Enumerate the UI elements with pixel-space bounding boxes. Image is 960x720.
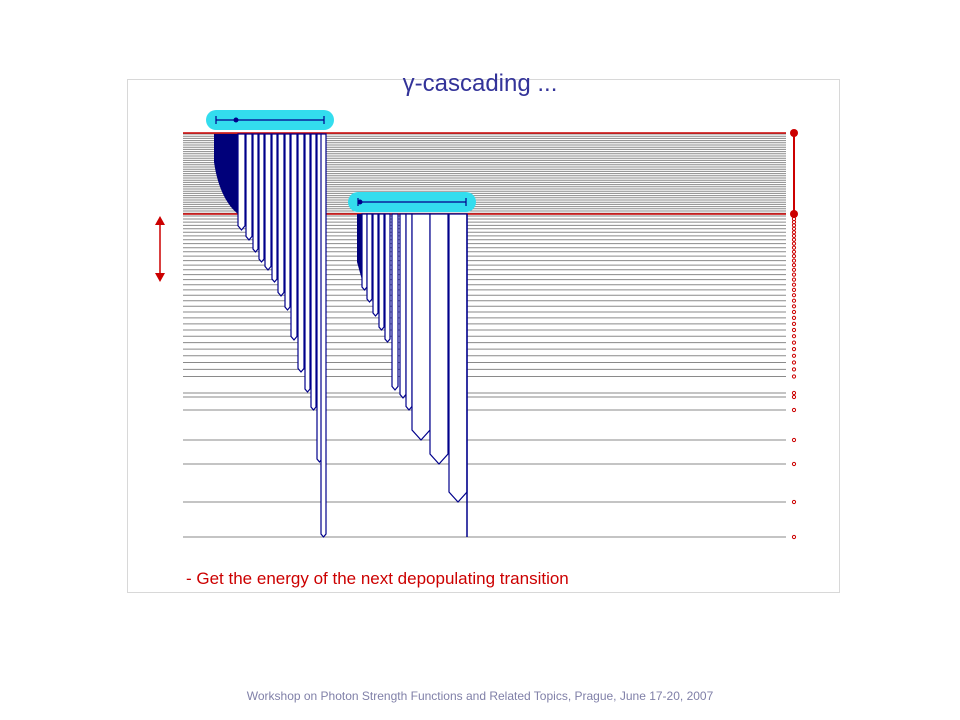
level-marker-icon bbox=[791, 304, 797, 309]
arrow-head-up-icon bbox=[155, 216, 165, 225]
level-marker-icon bbox=[791, 353, 797, 358]
energy-range-arrow-icon bbox=[155, 216, 165, 282]
level-marker-icon bbox=[791, 245, 797, 250]
gamma-transition bbox=[448, 213, 468, 503]
energy-bins bbox=[206, 110, 476, 212]
level-marker-icon bbox=[791, 315, 797, 320]
level-marker-icon bbox=[791, 390, 797, 396]
level-marker-icon bbox=[791, 340, 797, 345]
slide-title: γ-cascading ... bbox=[402, 70, 558, 97]
gamma-transition bbox=[429, 213, 449, 465]
level-marker-icon bbox=[791, 367, 797, 372]
level-marker-icon bbox=[791, 258, 797, 263]
level-marker-icon bbox=[791, 220, 797, 225]
gamma-transition bbox=[366, 213, 373, 303]
gamma-transition bbox=[245, 133, 253, 241]
level-marker-icon bbox=[791, 347, 797, 352]
level-marker-icon bbox=[791, 263, 797, 268]
gamma-transition bbox=[399, 213, 407, 399]
gamma-transition bbox=[378, 213, 385, 331]
level-markers bbox=[790, 129, 798, 540]
footer-text: Workshop on Photon Strength Functions an… bbox=[246, 689, 714, 703]
gamma-transition bbox=[391, 213, 399, 391]
level-marker-icon bbox=[791, 309, 797, 315]
gamma-transition bbox=[304, 133, 311, 393]
level-marker-icon bbox=[791, 407, 797, 413]
level-marker-icon bbox=[791, 437, 797, 443]
gamma-transition bbox=[271, 133, 278, 283]
arrow-head-down-icon bbox=[155, 273, 165, 282]
level-marker-icon bbox=[791, 272, 797, 277]
gamma-transition bbox=[361, 213, 368, 291]
level-marker-icon bbox=[791, 327, 797, 333]
gamma-transition bbox=[258, 133, 265, 263]
level-marker-icon bbox=[791, 282, 797, 287]
level-marker-icon bbox=[791, 237, 797, 242]
gamma-transition bbox=[297, 133, 305, 373]
gamma-transition bbox=[264, 133, 272, 271]
level-marker-icon bbox=[791, 254, 797, 259]
level-marker-icon bbox=[791, 287, 797, 292]
level-marker-icon bbox=[791, 230, 797, 235]
level-marker-icon bbox=[791, 374, 797, 379]
caption-text: - Get the energy of the next depopulatin… bbox=[186, 569, 569, 588]
gamma-transition bbox=[320, 133, 327, 538]
level-marker-icon bbox=[791, 249, 797, 254]
level-marker-icon bbox=[791, 277, 797, 282]
level-marker-icon bbox=[791, 298, 797, 303]
gamma-transition bbox=[372, 213, 379, 317]
level-marker-icon bbox=[791, 394, 797, 400]
level-marker-icon bbox=[791, 334, 797, 339]
level-marker-icon bbox=[791, 321, 797, 326]
gamma-transition bbox=[384, 213, 391, 343]
level-marker-icon bbox=[791, 461, 797, 467]
gamma-transitions bbox=[214, 133, 468, 538]
gamma-transition bbox=[252, 133, 259, 253]
gamma-transition bbox=[405, 213, 413, 411]
gamma-transition bbox=[290, 133, 298, 341]
bin-point-icon bbox=[357, 199, 363, 205]
level-marker-icon bbox=[791, 226, 797, 231]
bin-point-icon bbox=[233, 117, 239, 123]
level-marker-icon bbox=[791, 233, 797, 238]
gamma-transition bbox=[284, 133, 291, 311]
level-marker-icon bbox=[791, 293, 797, 298]
gamma-transition bbox=[310, 133, 317, 411]
gamma-transition bbox=[237, 133, 246, 231]
level-marker-icon bbox=[791, 360, 797, 365]
gamma-transition bbox=[277, 133, 285, 297]
gamma-transition bbox=[411, 213, 431, 441]
filled-marker-icon bbox=[790, 129, 798, 137]
filled-marker-icon bbox=[790, 210, 798, 218]
level-marker-icon bbox=[791, 267, 797, 272]
level-marker-icon bbox=[791, 241, 797, 246]
level-marker-icon bbox=[791, 534, 797, 540]
cascade-dense-region bbox=[214, 134, 240, 214]
level-marker-icon bbox=[791, 223, 797, 228]
level-marker-icon bbox=[791, 499, 797, 505]
